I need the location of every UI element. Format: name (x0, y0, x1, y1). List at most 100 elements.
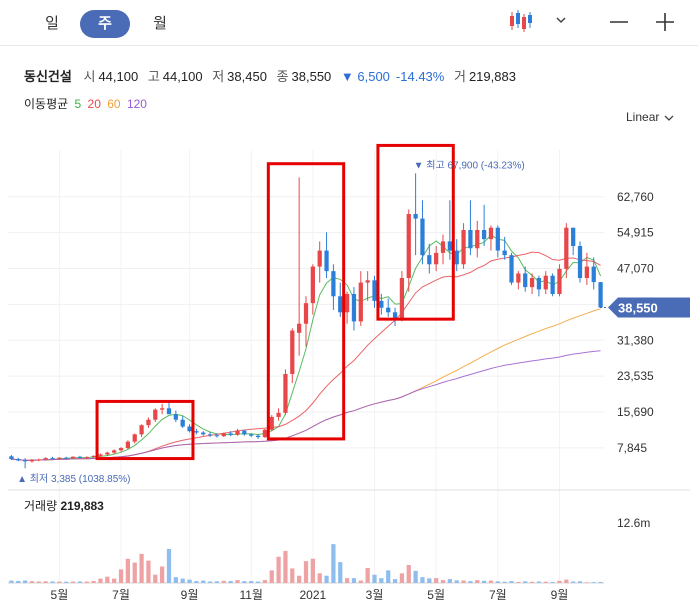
x-tick-label: 11월 (239, 588, 263, 602)
tab-weekly[interactable]: 주 (80, 10, 130, 38)
candle-body (214, 435, 220, 437)
highlight-box (95, 399, 195, 461)
volume-bar (166, 549, 172, 583)
stock-summary: 동신건설 시 44,100 고 44,100 저 38,450 종 38,550 ▼ 6… (24, 66, 522, 85)
candle (529, 273, 535, 294)
candle-body (310, 266, 315, 304)
candle (235, 428, 240, 436)
candle-body (351, 294, 357, 322)
high-value: 44,100 (162, 69, 203, 84)
candle-body (276, 412, 281, 417)
candle-body (379, 300, 384, 308)
ma-5-label: 5 (74, 97, 82, 111)
volume-bar (201, 580, 206, 583)
volume-bar (351, 578, 357, 583)
candle-body (132, 434, 137, 442)
ma-5-line (11, 234, 602, 461)
volume-bar (283, 550, 288, 583)
candle-body (16, 459, 21, 461)
candle (365, 271, 370, 301)
zoom-in-button[interactable] (650, 6, 680, 38)
candle (475, 220, 480, 258)
y-tick-label: 15,690 (617, 405, 654, 419)
x-tick-label: 7월 (112, 588, 130, 602)
candle (338, 282, 343, 317)
scale-selector[interactable]: Linear (626, 110, 675, 124)
candle-body (146, 419, 151, 426)
candle-body (386, 307, 391, 313)
candle (84, 456, 89, 459)
zoom-out-button[interactable] (604, 6, 634, 38)
candle (276, 408, 281, 421)
volume-bar (440, 580, 446, 583)
volume-bar (598, 581, 603, 583)
candle (372, 275, 377, 308)
candle-body (550, 275, 555, 294)
volume-bar (386, 570, 391, 583)
volume-bar (310, 558, 315, 583)
candle (550, 273, 555, 297)
candle-body (529, 278, 535, 288)
volume-bar (23, 580, 28, 583)
candle-body (43, 458, 48, 460)
volume-bar (557, 580, 562, 583)
candle-body (242, 430, 247, 435)
candle (255, 434, 261, 439)
volume-bar (475, 580, 480, 583)
candle-body (598, 282, 603, 308)
volume-bar (43, 581, 48, 583)
ma-legend-label: 이동평균 (24, 97, 69, 111)
volume-bar (331, 544, 336, 583)
candle (201, 431, 206, 436)
volume-bar (187, 579, 192, 583)
candle-body (23, 460, 28, 462)
candle (461, 223, 466, 269)
tab-monthly[interactable]: 월 (153, 15, 167, 32)
chart-type-button[interactable] (504, 6, 574, 38)
candle (399, 271, 405, 322)
candle-body (118, 448, 124, 451)
candle (447, 200, 452, 260)
change-percent: -14.43% (395, 69, 445, 84)
candle (392, 307, 398, 326)
candle (427, 243, 432, 274)
candle (98, 453, 103, 457)
candle-body (536, 278, 542, 290)
top-toolbar: 일 주 월 (0, 0, 698, 46)
volume-max-label: 12.6m (617, 516, 650, 530)
volume-bar (112, 578, 117, 583)
tab-daily[interactable]: 일 (45, 15, 59, 32)
volume-bar (502, 581, 507, 583)
candle (118, 447, 124, 452)
plus-icon (656, 13, 674, 31)
candle-body (269, 416, 274, 430)
change-value: ▼ 6,500 (340, 69, 390, 84)
candle (23, 458, 28, 469)
candle (180, 416, 185, 428)
candle-body (392, 312, 398, 320)
candle (146, 417, 151, 428)
candle-body (112, 450, 117, 453)
volume-bar (303, 561, 309, 583)
candle-body (440, 241, 446, 253)
stock-name: 동신건설 (24, 69, 72, 84)
candle-body (475, 230, 480, 249)
last-price-label: 38,550 (618, 300, 658, 315)
candle-body (461, 230, 466, 265)
candle (577, 241, 583, 283)
volume-bar (180, 578, 185, 583)
volume-bar (242, 581, 247, 583)
candle-body (413, 214, 418, 219)
candle (160, 403, 165, 415)
candle-body (166, 408, 172, 415)
minus-icon (610, 21, 628, 23)
candle (523, 266, 528, 292)
volume-bar (427, 578, 432, 583)
candle-body (29, 459, 35, 462)
volume-bar (543, 581, 548, 583)
candle-body (50, 458, 55, 460)
x-tick-label: 2021 (299, 588, 326, 602)
low-label: 저 (212, 69, 225, 84)
x-tick-label: 9월 (551, 588, 569, 602)
